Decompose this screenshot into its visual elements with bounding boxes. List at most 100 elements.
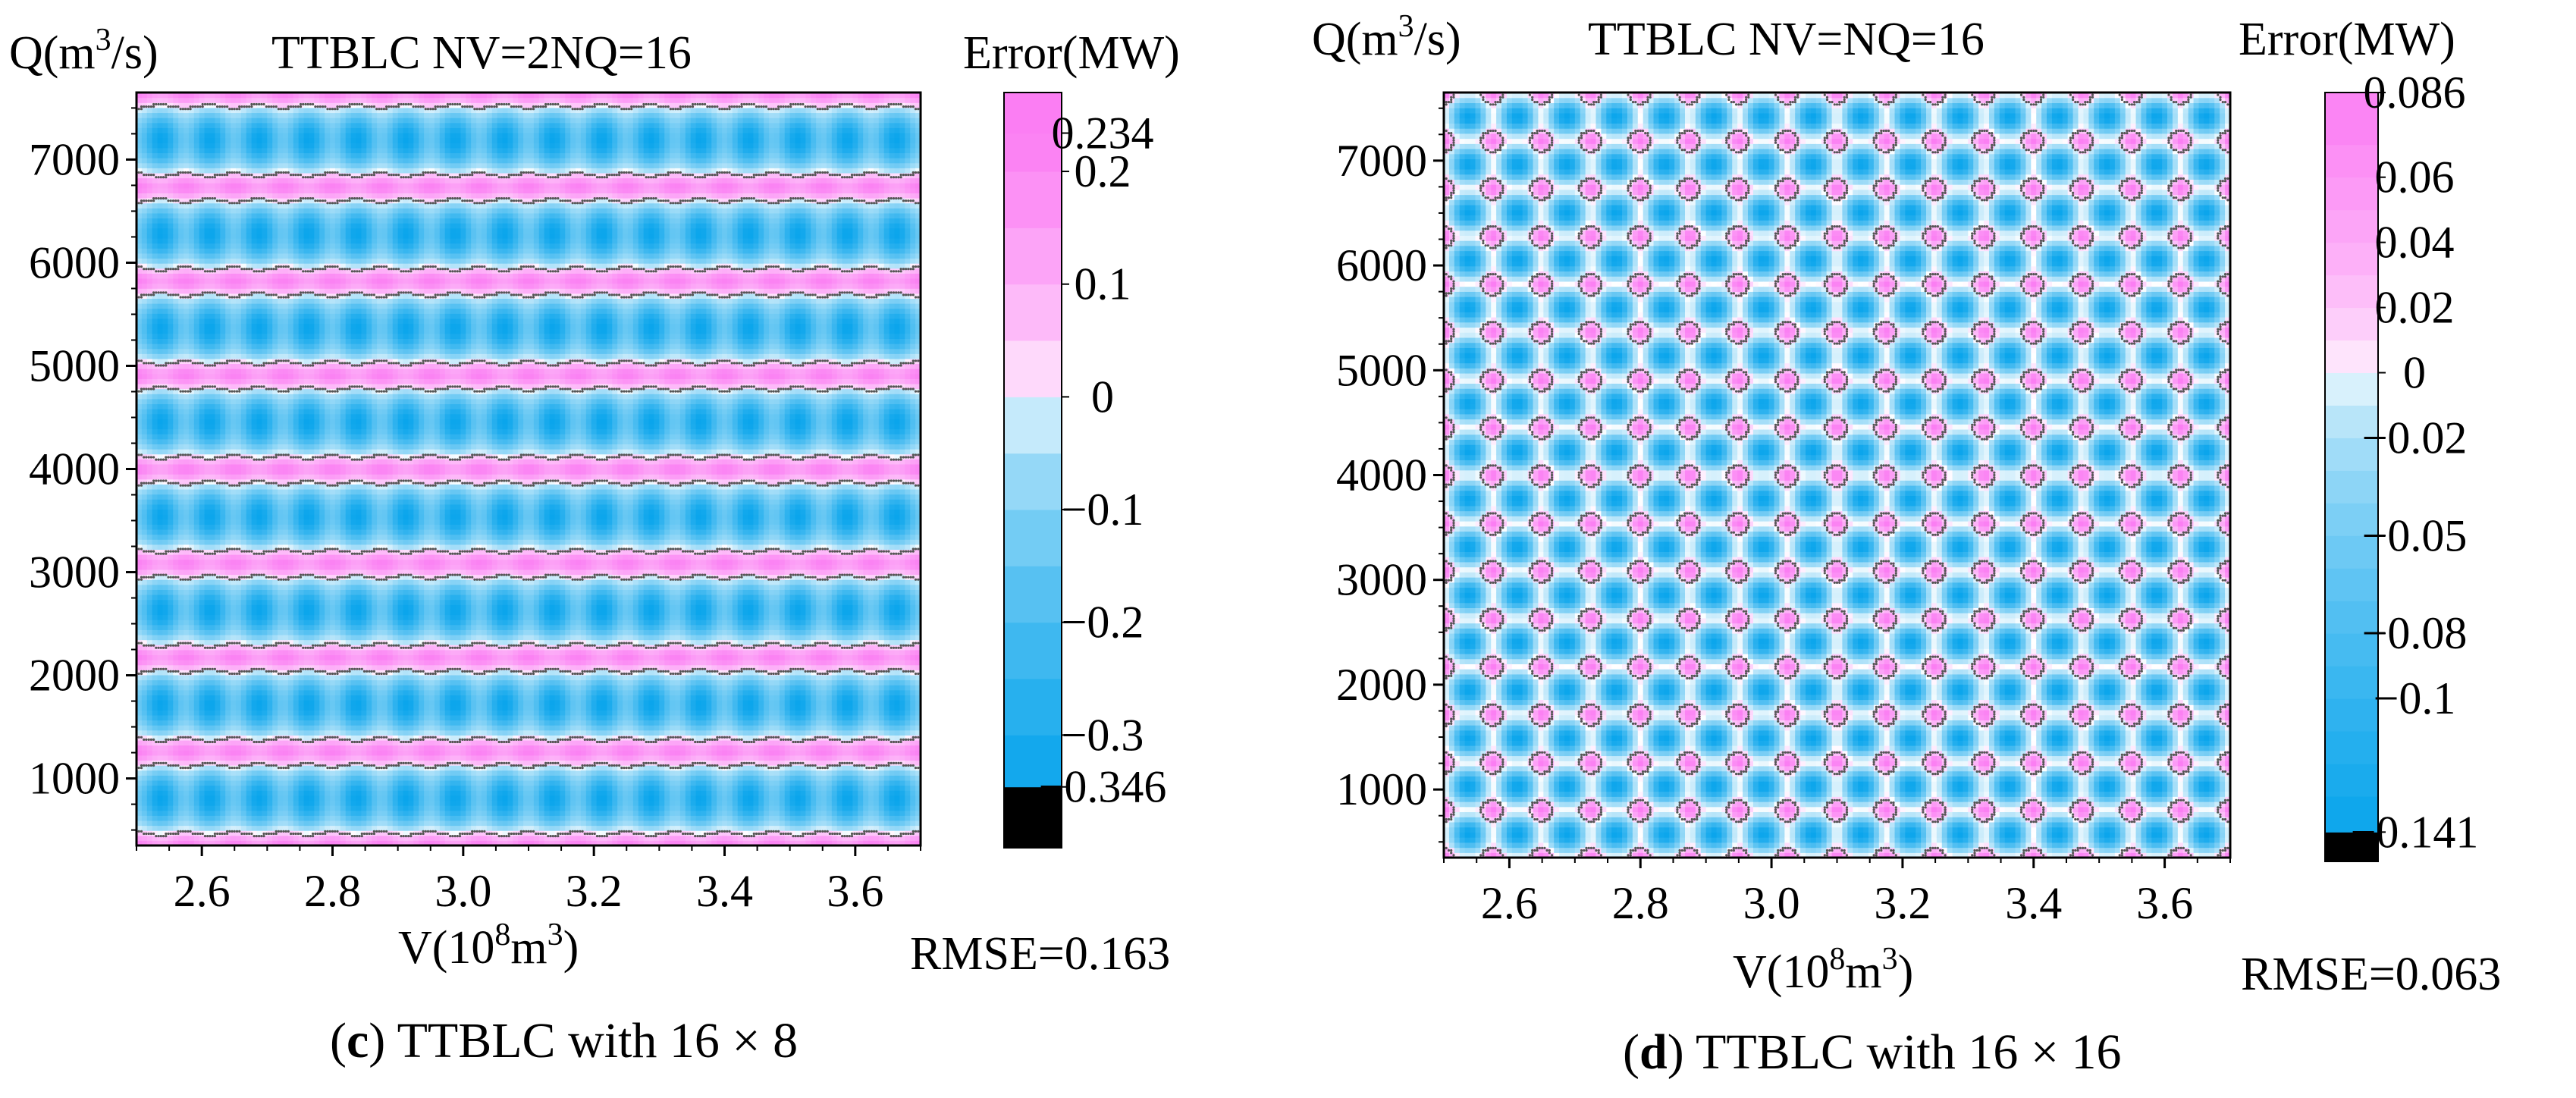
heatmap-cell <box>193 780 200 786</box>
heatmap-cell <box>298 143 305 149</box>
heatmap-cell <box>231 263 237 269</box>
heatmap-cell <box>141 529 148 535</box>
heatmap-cell <box>173 790 179 796</box>
heatmap-cell <box>204 348 211 354</box>
heatmap-cell <box>256 369 263 375</box>
heatmap-cell <box>256 147 263 154</box>
heatmap-cell <box>188 820 195 827</box>
heatmap-cell <box>199 554 206 560</box>
heatmap-cell <box>146 283 153 289</box>
heatmap-cell <box>178 202 184 209</box>
heatmap-cell <box>246 765 253 771</box>
heatmap-cell <box>136 328 143 334</box>
heatmap-cell <box>188 735 195 741</box>
heatmap-cell <box>267 438 273 444</box>
heatmap-cell <box>173 233 179 239</box>
heatmap-cell <box>298 147 305 154</box>
heatmap-cell <box>235 820 242 827</box>
heatmap-cell <box>287 805 294 811</box>
heatmap-cell <box>298 258 305 264</box>
heatmap-cell <box>215 158 221 164</box>
heatmap-cell <box>256 544 263 551</box>
heatmap-cell <box>246 193 253 199</box>
heatmap-cell <box>188 152 195 158</box>
heatmap-cell <box>199 388 206 394</box>
heatmap-cell <box>162 93 168 99</box>
heatmap-cell <box>178 805 184 811</box>
heatmap-cell <box>220 428 226 434</box>
heatmap-cell <box>267 273 273 279</box>
heatmap-cell <box>267 544 273 551</box>
heatmap-cell <box>278 444 284 450</box>
heatmap-cell <box>209 524 215 530</box>
heatmap-cell <box>240 745 247 751</box>
heatmap-cell <box>141 815 148 821</box>
heatmap-cell <box>168 102 174 108</box>
heatmap-cell <box>168 700 174 706</box>
heatmap-cell <box>240 344 247 350</box>
heatmap-cell <box>231 594 237 601</box>
heatmap-cell <box>168 338 174 344</box>
heatmap-cell <box>215 469 221 475</box>
heatmap-cell <box>184 453 190 460</box>
heatmap-cell <box>141 835 148 841</box>
heatmap-cell <box>303 438 310 444</box>
heatmap-cell <box>173 710 179 716</box>
heatmap-cell <box>162 423 168 430</box>
heatmap-cell <box>262 112 268 118</box>
heatmap-cell <box>184 208 190 214</box>
heatmap-cell <box>278 620 284 626</box>
heatmap-cell <box>178 569 184 576</box>
heatmap-cell <box>272 488 278 495</box>
heatmap-cell <box>157 323 164 329</box>
heatmap-cell <box>298 539 305 545</box>
heatmap-cell <box>173 102 179 108</box>
heatmap-cell <box>278 825 284 831</box>
heatmap-cell <box>220 660 226 666</box>
heatmap-cell <box>231 474 237 480</box>
heatmap-cell <box>309 840 315 845</box>
heatmap-cell <box>287 403 294 409</box>
heatmap-cell <box>173 735 179 741</box>
heatmap-cell <box>225 509 231 515</box>
heatmap-cell <box>309 825 315 831</box>
heatmap-cell <box>262 494 268 500</box>
heatmap-cell <box>193 434 200 440</box>
heatmap-cell <box>231 739 237 746</box>
heatmap-cell <box>209 504 215 510</box>
heatmap-cell <box>287 318 294 325</box>
heatmap-cell <box>246 127 253 133</box>
heatmap-cell <box>293 670 300 676</box>
heatmap-cell <box>136 805 143 811</box>
heatmap-cell <box>193 183 200 189</box>
heatmap-cell <box>193 604 200 610</box>
heatmap-cell <box>240 469 247 475</box>
heatmap-cell <box>173 243 179 249</box>
heatmap-cell <box>303 504 310 510</box>
heatmap-cell <box>204 674 211 681</box>
heatmap-cell <box>225 514 231 520</box>
heatmap-cell <box>193 695 200 701</box>
heatmap-cell <box>298 419 305 425</box>
heatmap-cell <box>173 313 179 319</box>
heatmap-cell <box>215 775 221 781</box>
heatmap-cell <box>173 559 179 565</box>
heatmap-cell <box>184 143 190 149</box>
heatmap-cell <box>235 353 242 359</box>
heatmap-cell <box>303 313 310 319</box>
heatmap-cell <box>225 729 231 736</box>
heatmap-cell <box>235 172 242 179</box>
heatmap-cell <box>178 689 184 695</box>
heatmap-cell <box>204 830 211 836</box>
heatmap-cell <box>256 830 263 836</box>
heatmap-cell <box>293 434 300 440</box>
heatmap-cell <box>141 469 148 475</box>
heatmap-cell <box>262 660 268 666</box>
heatmap-cell <box>293 634 300 641</box>
heatmap-cell <box>199 459 206 465</box>
heatmap-cell <box>256 132 263 139</box>
heatmap-cell <box>246 499 253 505</box>
heatmap-cell <box>298 268 305 274</box>
heatmap-cell <box>157 469 164 475</box>
heatmap-cell <box>246 564 253 570</box>
